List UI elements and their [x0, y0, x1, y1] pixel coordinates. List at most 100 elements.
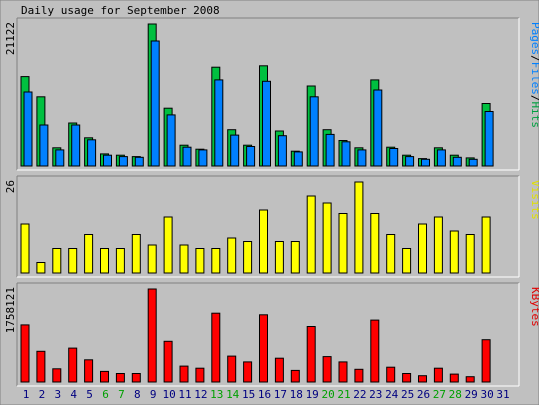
day-label-3: 3 [54, 388, 61, 401]
series-kbytes [20, 288, 491, 383]
bar-kbytes-day-19 [306, 326, 316, 383]
bar-visits-day-14 [227, 237, 237, 274]
legend-label-visits: Visits [529, 180, 539, 220]
bar-files-day-3 [55, 149, 65, 167]
bar-visits-day-24 [386, 234, 396, 274]
legend-segment-hits-3: / [529, 95, 539, 102]
bar-kbytes-day-10 [163, 340, 173, 383]
legend-segment-kbytes-0: KBytes [529, 287, 539, 327]
panel-frame-hits [16, 17, 520, 171]
bar-files-day-23 [373, 89, 383, 167]
day-label-6: 6 [102, 388, 109, 401]
bar-kbytes-day-26 [418, 375, 427, 383]
bar-files-day-15 [246, 146, 256, 167]
day-label-5: 5 [86, 388, 93, 401]
bar-kbytes-day-4 [68, 347, 78, 383]
bar-visits-day-4 [68, 248, 78, 274]
bar-visits-day-17 [274, 241, 284, 274]
bar-files-day-29 [468, 158, 478, 167]
day-label-1: 1 [23, 388, 30, 401]
bar-visits-day-30 [481, 216, 491, 274]
bar-kbytes-day-14 [227, 355, 237, 383]
bar-files-day-8 [134, 156, 144, 167]
bar-files-day-26 [421, 158, 430, 167]
legend-segment-hits-1: / [529, 55, 539, 62]
series-files [23, 40, 494, 167]
legend-segment-visits-0: Visits [529, 180, 539, 220]
day-label-13: 13 [210, 388, 223, 401]
day-label-2: 2 [39, 388, 46, 401]
legend-segment-hits-4: Hits [529, 102, 539, 129]
bar-visits-day-27 [433, 216, 443, 274]
bar-visits-day-5 [84, 234, 94, 274]
day-label-20: 20 [321, 388, 334, 401]
day-label-21: 21 [337, 388, 350, 401]
bar-visits-day-18 [290, 241, 300, 274]
bar-files-day-4 [71, 124, 81, 167]
bar-visits-day-20 [322, 202, 332, 274]
bar-kbytes-day-22 [354, 368, 364, 383]
bar-kbytes-day-24 [386, 366, 396, 383]
bar-kbytes-day-27 [433, 367, 443, 383]
bar-kbytes-day-29 [465, 376, 475, 383]
bar-kbytes-day-9 [147, 288, 157, 383]
bar-kbytes-day-20 [322, 356, 332, 383]
day-label-7: 7 [118, 388, 125, 401]
legend-label-kbytes: KBytes [529, 287, 539, 327]
bar-files-day-13 [214, 79, 224, 167]
bar-kbytes-day-6 [100, 370, 109, 383]
day-label-12: 12 [194, 388, 207, 401]
bar-visits-day-8 [131, 234, 141, 274]
bar-kbytes-day-25 [402, 373, 412, 383]
bar-visits-day-9 [147, 244, 157, 274]
bar-files-day-9 [150, 40, 160, 167]
bar-files-day-10 [166, 114, 176, 167]
bar-files-day-18 [293, 151, 303, 167]
day-label-24: 24 [385, 388, 399, 401]
day-label-15: 15 [242, 388, 255, 401]
day-label-8: 8 [134, 388, 141, 401]
bar-visits-day-7 [115, 248, 125, 274]
day-label-14: 14 [226, 388, 240, 401]
day-label-30: 30 [480, 388, 493, 401]
bar-kbytes-day-7 [115, 373, 125, 383]
day-label-22: 22 [353, 388, 366, 401]
bar-files-day-22 [357, 149, 367, 167]
y-max-label-hits: 21122 [4, 22, 17, 55]
series-visits [20, 181, 491, 274]
bar-files-day-28 [452, 156, 462, 167]
bar-files-day-14 [230, 134, 240, 167]
bar-files-day-1 [23, 91, 33, 167]
bar-visits-day-23 [370, 213, 380, 274]
day-label-31: 31 [496, 388, 509, 401]
bar-kbytes-day-17 [274, 357, 284, 383]
bar-files-day-17 [277, 135, 287, 167]
day-label-16: 16 [258, 388, 271, 401]
day-label-4: 4 [70, 388, 77, 401]
bar-visits-day-28 [449, 230, 459, 274]
bar-kbytes-day-23 [370, 319, 380, 383]
bar-visits-day-16 [259, 209, 268, 274]
bar-files-day-30 [484, 111, 494, 167]
bar-visits-day-3 [52, 248, 62, 274]
day-label-17: 17 [274, 388, 287, 401]
bar-kbytes-day-18 [290, 369, 300, 383]
bar-files-day-25 [405, 156, 415, 167]
bar-files-day-7 [118, 156, 128, 167]
bar-kbytes-day-12 [195, 367, 205, 383]
day-label-11: 11 [178, 388, 191, 401]
bar-files-day-6 [103, 154, 112, 167]
bar-files-day-27 [436, 149, 446, 167]
bar-visits-day-22 [354, 181, 364, 274]
bar-kbytes-day-30 [481, 339, 491, 383]
bar-visits-day-12 [195, 248, 205, 274]
panel-frame-kbytes [16, 282, 520, 387]
bar-kbytes-day-3 [52, 368, 62, 383]
bar-kbytes-day-28 [449, 373, 459, 383]
legend-segment-hits-2: Files [529, 62, 539, 95]
day-label-19: 19 [306, 388, 319, 401]
bar-visits-day-2 [36, 262, 46, 274]
bar-visits-day-21 [338, 213, 348, 274]
